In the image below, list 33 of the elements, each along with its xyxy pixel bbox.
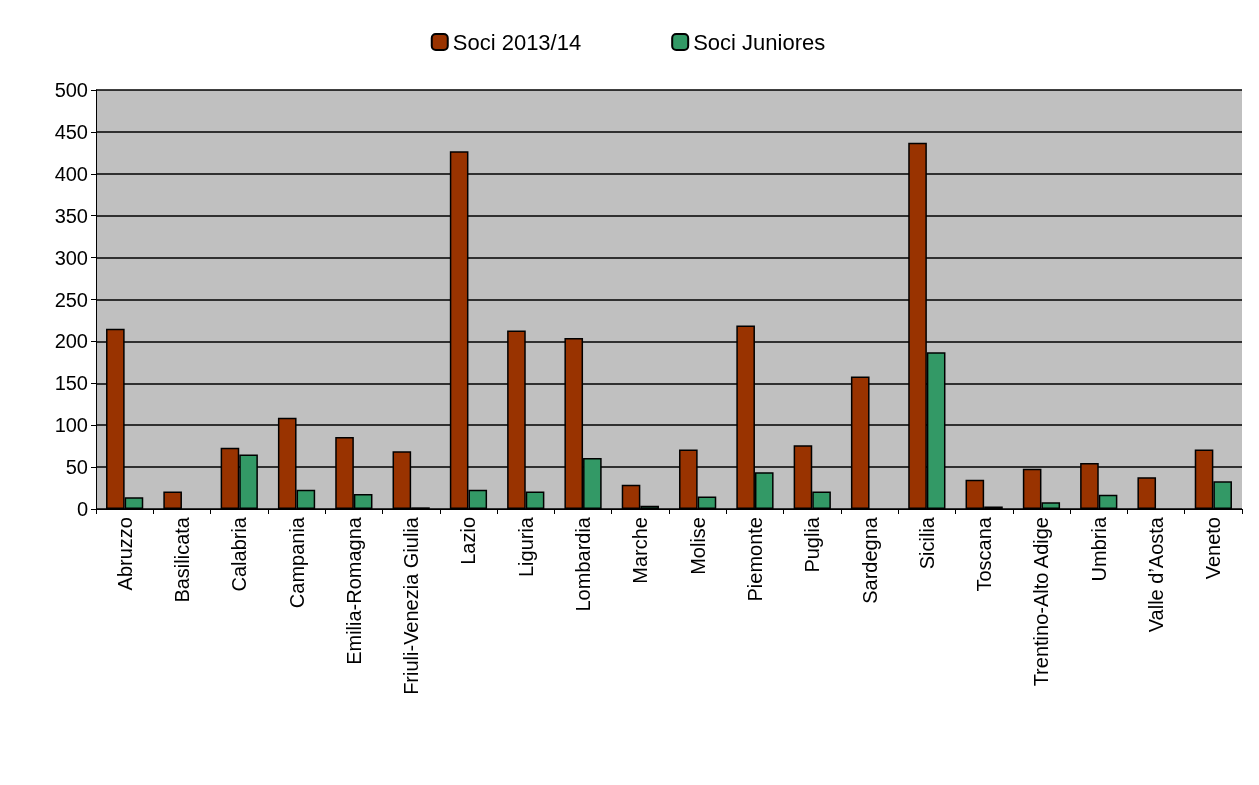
x-tick-label: Friuli-Venezia Giulia <box>400 516 423 695</box>
x-tick-label: Lazio <box>457 517 480 565</box>
x-tick-label: Piemonte <box>743 517 766 602</box>
y-tick-label: 150 <box>54 372 88 395</box>
legend-label: Soci Juniores <box>693 29 826 55</box>
x-tick-label: Sardegna <box>858 516 881 604</box>
x-tick-label: Basilicata <box>170 516 193 603</box>
x-tick-label: Molise <box>686 517 709 575</box>
x-tick-label: Liguria <box>514 516 537 578</box>
legend-label: Soci 2013/14 <box>452 29 582 55</box>
x-tick-label: Puglia <box>801 516 824 573</box>
x-tick-label: Sicilia <box>915 516 938 570</box>
y-tick-label: 300 <box>54 246 88 269</box>
x-tick-label: Emilia-Romagna <box>342 516 365 665</box>
y-tick-label: 0 <box>76 498 88 520</box>
y-tick-label: 350 <box>54 204 88 227</box>
x-tick-label: Veneto <box>1202 517 1225 580</box>
x-tick-label: Umbria <box>1087 516 1110 582</box>
x-tick-label: Toscana <box>973 516 996 592</box>
y-tick-label: 100 <box>54 414 88 437</box>
x-tick-label: Abruzzo <box>113 517 136 591</box>
y-tick-label: 200 <box>54 330 88 353</box>
y-tick-label: 50 <box>65 456 88 479</box>
x-tick-label: Lombardia <box>572 516 595 612</box>
y-tick-label: 500 <box>54 79 88 101</box>
x-tick-label: Trentino-Alto Adige <box>1030 517 1053 687</box>
x-tick-label: Marche <box>629 517 652 584</box>
x-tick-label: Campania <box>285 516 308 609</box>
y-tick-label: 400 <box>54 162 88 185</box>
x-tick-label: Calabria <box>228 516 251 592</box>
x-tick-label: Valle d’Aosta <box>1145 516 1168 633</box>
y-tick-label: 450 <box>54 120 88 143</box>
y-tick-label: 250 <box>54 288 88 311</box>
